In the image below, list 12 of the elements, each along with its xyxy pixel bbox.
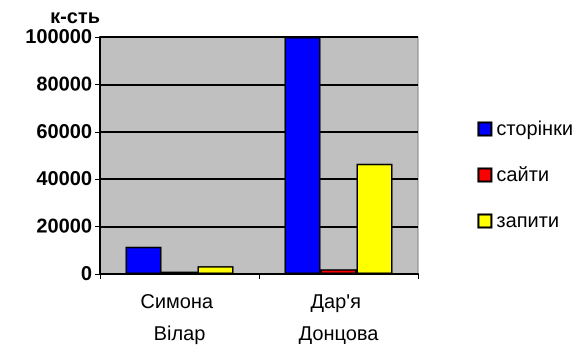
y-tick-label: 40000 (36, 168, 92, 190)
y-tick-label: 60000 (36, 120, 92, 143)
y-tick-label: 100000 (25, 26, 92, 48)
x-tick-label: Симона Вілар (140, 291, 219, 345)
y-tick-label: 80000 (36, 73, 92, 96)
y-axis-title: к-сть (50, 6, 100, 28)
x-tick-label: Дар'я Донцова (298, 291, 380, 345)
legend-label: сайти (496, 164, 550, 186)
legend-label: сторінки (496, 118, 573, 140)
y-tick-label: 20000 (36, 216, 92, 238)
legend-label: запити (496, 210, 560, 232)
y-tick-label: 0 (80, 263, 92, 285)
